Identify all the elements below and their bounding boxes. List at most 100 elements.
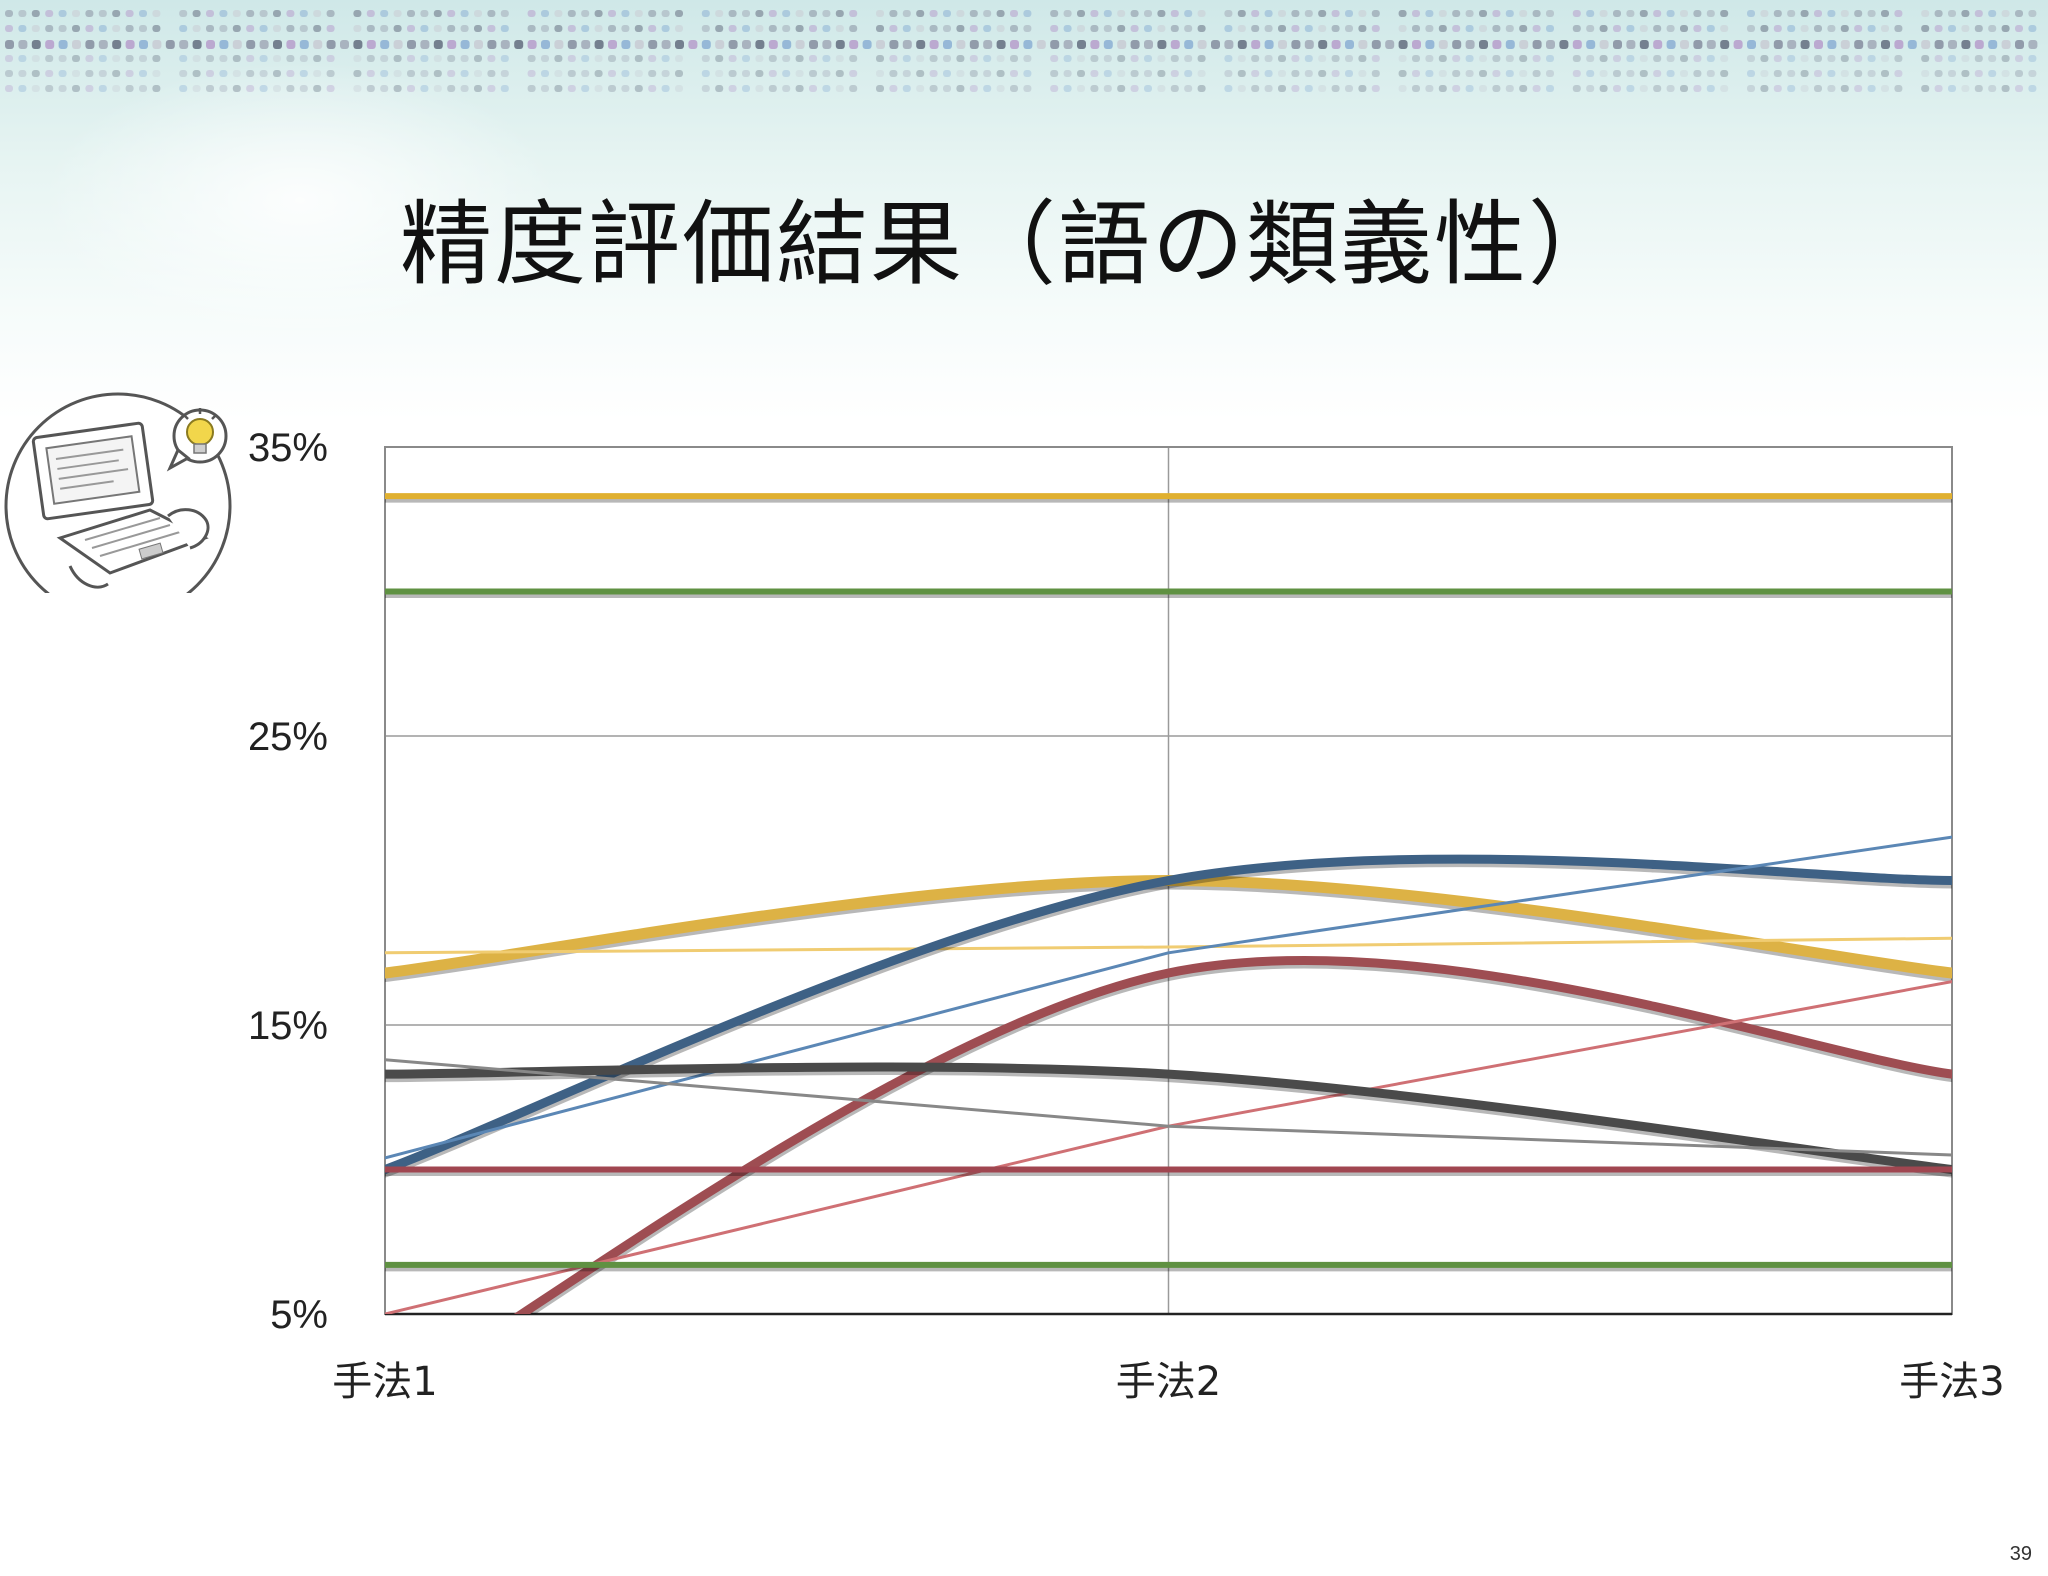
decorative-dot <box>286 25 295 32</box>
decorative-dot <box>72 55 80 62</box>
decorative-dot <box>661 10 670 17</box>
decorative-dot <box>380 10 389 17</box>
decorative-dot <box>862 40 872 49</box>
decorative-dot <box>1720 55 1729 62</box>
decorative-dot <box>31 85 40 92</box>
decorative-dot <box>313 10 322 17</box>
decorative-dot <box>1787 40 1797 49</box>
decorative-dot <box>1237 25 1246 32</box>
decorative-dot <box>112 25 121 32</box>
decorative-dot <box>567 85 576 92</box>
decorative-dot <box>1492 55 1501 62</box>
decorative-dot <box>1505 10 1514 17</box>
decorative-dot <box>1974 25 1983 32</box>
decorative-dot <box>1291 10 1300 17</box>
decorative-dot <box>1881 70 1889 77</box>
decorative-dot <box>1666 85 1675 92</box>
decorative-dot <box>460 85 469 92</box>
decorative-dot <box>675 10 683 17</box>
decorative-dot <box>1586 10 1595 17</box>
y-tick-label: 15% <box>248 1004 328 1048</box>
decorative-dot <box>876 55 884 62</box>
decorative-dot <box>1532 85 1541 92</box>
decorative-dot <box>1452 85 1461 92</box>
decorative-dot <box>219 70 228 77</box>
decorative-dot <box>45 40 55 49</box>
decorative-dot <box>567 25 576 32</box>
decorative-dot <box>768 25 777 32</box>
decorative-dot <box>1720 40 1730 49</box>
decorative-dot <box>1278 10 1286 17</box>
decorative-dot <box>380 85 389 92</box>
decorative-dot <box>1077 10 1085 17</box>
decorative-dot <box>1773 40 1783 49</box>
decorative-dot <box>98 55 107 62</box>
decorative-dot <box>1680 40 1689 49</box>
decorative-dot <box>1117 85 1126 92</box>
decorative-dot <box>1680 55 1688 62</box>
decorative-dot <box>500 70 509 77</box>
decorative-dot <box>996 10 1005 17</box>
decorative-dot <box>313 85 322 92</box>
decorative-dot <box>1666 40 1676 49</box>
decorative-dot <box>1546 85 1554 92</box>
decorative-dot <box>286 85 295 92</box>
decorative-dot <box>85 70 94 77</box>
decorative-dot <box>835 25 844 32</box>
decorative-dot <box>1237 55 1246 62</box>
decorative-dot <box>1412 25 1420 32</box>
decorative-dot <box>1613 55 1621 62</box>
decorative-dot <box>541 85 549 92</box>
decorative-dot <box>1157 70 1166 77</box>
decorative-dot <box>1961 40 1971 49</box>
decorative-dot <box>675 70 683 77</box>
decorative-dot <box>1854 55 1863 62</box>
decorative-dot <box>1264 55 1273 62</box>
decorative-dot <box>219 10 228 17</box>
decorative-dot <box>1371 25 1380 32</box>
decorative-dot <box>1706 10 1715 17</box>
decorative-dot <box>594 25 603 32</box>
decorative-dot <box>1492 10 1501 17</box>
decorative-dot <box>943 85 951 92</box>
decorative-dot <box>1800 40 1810 49</box>
decorative-dot <box>1237 40 1247 49</box>
decorative-dot <box>447 55 456 62</box>
decorative-dot <box>1465 25 1474 32</box>
decorative-dot <box>1613 40 1622 49</box>
decorative-dot <box>1586 55 1595 62</box>
decorative-dot <box>728 55 737 62</box>
decorative-dot <box>18 10 27 17</box>
decorative-dot <box>1010 85 1018 92</box>
decorative-dot <box>326 25 335 32</box>
decorative-dot <box>1304 85 1313 92</box>
decorative-dot <box>1170 40 1180 49</box>
decorative-dot <box>1398 55 1407 62</box>
decorative-dot <box>1988 85 1997 92</box>
decorative-dot <box>1224 10 1233 17</box>
decorative-dot <box>433 40 443 49</box>
decorative-dot <box>1532 25 1541 32</box>
decorative-dot <box>594 70 603 77</box>
decorative-dot <box>273 55 281 62</box>
decorative-dot <box>1304 10 1313 17</box>
decorative-dot <box>1840 70 1849 77</box>
decorative-dot <box>1479 25 1487 32</box>
decorative-dot <box>1720 25 1729 32</box>
series-line-path <box>513 955 1952 1314</box>
decorative-dot <box>1492 70 1501 77</box>
decorative-dot <box>1894 85 1903 92</box>
decorative-dot <box>1157 25 1166 32</box>
decorative-dot <box>554 25 563 32</box>
decorative-dot <box>1519 70 1528 77</box>
decorative-dot <box>5 55 13 62</box>
decorative-dot <box>916 85 925 92</box>
decorative-dot <box>1237 70 1246 77</box>
decorative-dot <box>45 25 54 32</box>
decorative-dot <box>246 70 255 77</box>
decorative-dot <box>1358 70 1367 77</box>
decorative-dot <box>192 10 201 17</box>
decorative-dot <box>648 40 658 49</box>
decorative-dot <box>1398 10 1407 17</box>
decorative-dot <box>58 70 67 77</box>
